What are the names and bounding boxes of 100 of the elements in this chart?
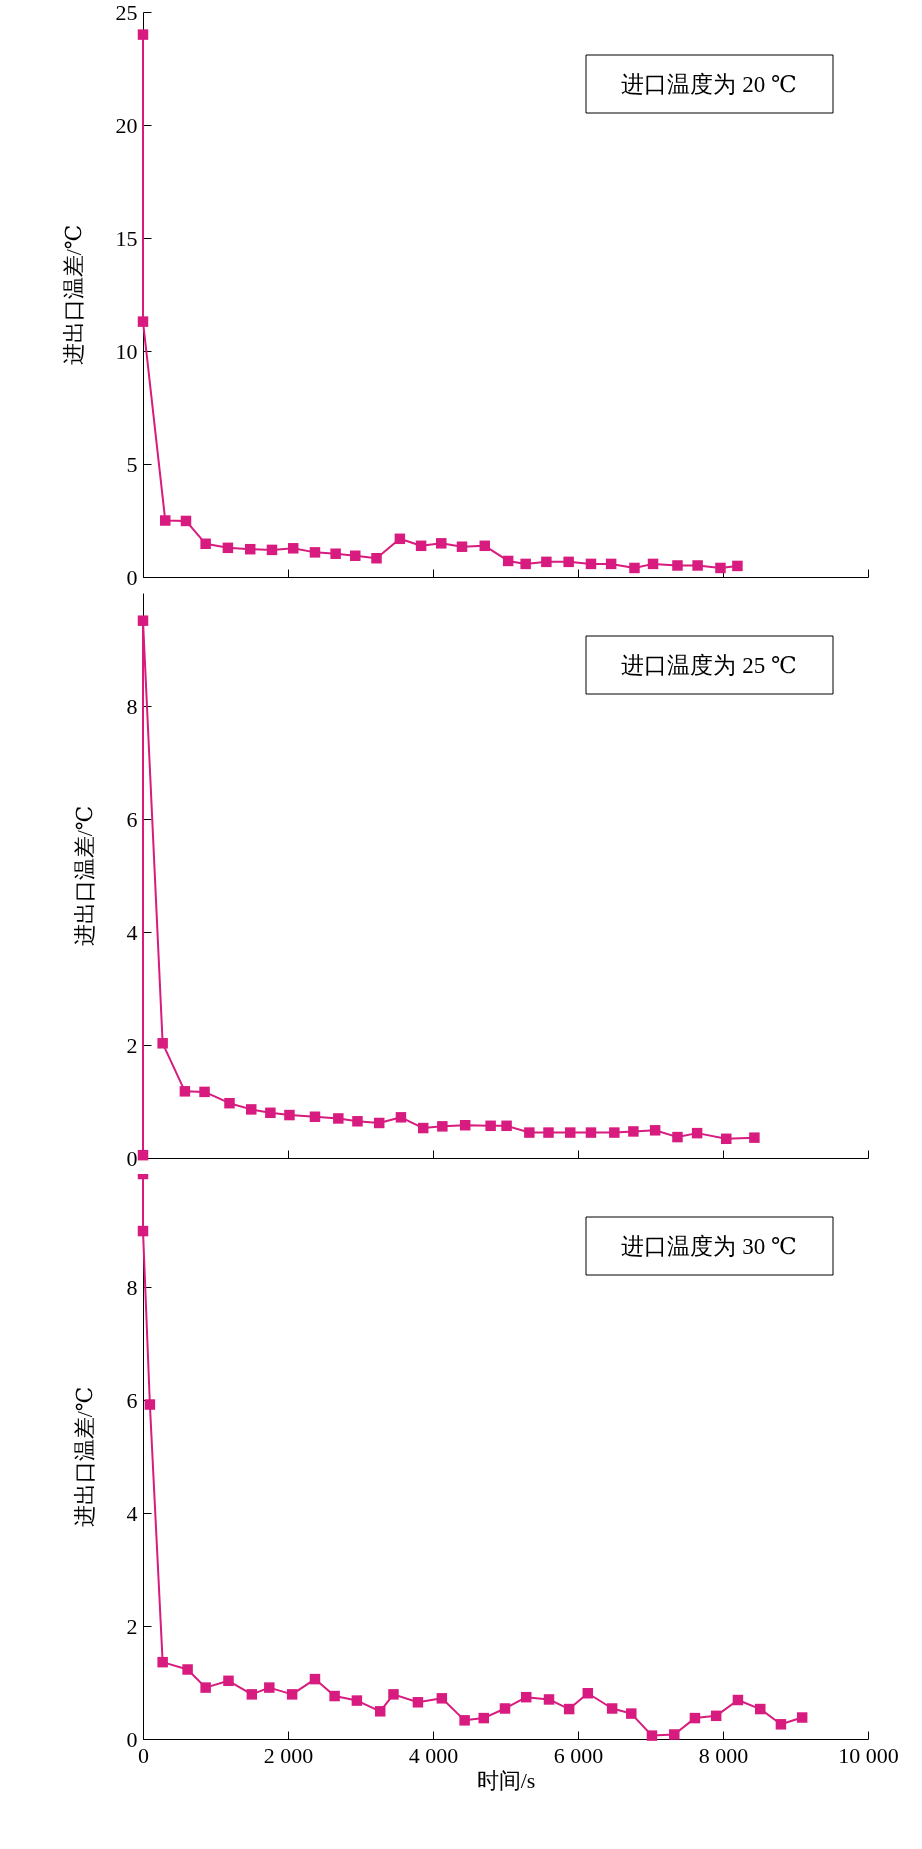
point bbox=[541, 556, 552, 568]
point bbox=[585, 558, 597, 570]
point bbox=[417, 1122, 429, 1134]
y-tick-label: 8 bbox=[126, 1274, 138, 1300]
y-tick-label: 4 bbox=[126, 919, 138, 945]
y-axis-title: 进出口温差/℃ bbox=[71, 1386, 97, 1528]
point bbox=[157, 1038, 168, 1049]
point bbox=[395, 1112, 407, 1123]
point bbox=[710, 1710, 722, 1722]
y-tick-label: 25 bbox=[115, 0, 138, 25]
point bbox=[646, 1730, 658, 1741]
point bbox=[479, 540, 491, 552]
annotation: 进口温度为 20 ℃ bbox=[621, 72, 797, 97]
point bbox=[649, 1125, 661, 1136]
point bbox=[157, 1656, 168, 1668]
point bbox=[199, 1086, 210, 1098]
x-tick-label: 6 000 bbox=[553, 1742, 604, 1768]
point bbox=[715, 562, 726, 574]
y-tick-label: 10 bbox=[115, 338, 138, 364]
point bbox=[672, 1131, 683, 1143]
point bbox=[329, 1690, 340, 1702]
point bbox=[520, 1691, 532, 1703]
point bbox=[520, 558, 531, 570]
x-tick-label: 10 000 bbox=[838, 1742, 899, 1768]
point bbox=[333, 1113, 344, 1124]
point bbox=[456, 541, 468, 552]
x-axis-title: 时间/s bbox=[476, 1767, 536, 1793]
point bbox=[246, 1689, 258, 1700]
point bbox=[605, 558, 617, 570]
point bbox=[224, 1097, 235, 1109]
point bbox=[350, 550, 361, 561]
point bbox=[264, 1682, 275, 1693]
point bbox=[582, 1687, 594, 1699]
point bbox=[137, 1225, 149, 1237]
y-tick-label: 2 bbox=[126, 1032, 138, 1058]
point bbox=[373, 1117, 385, 1129]
point bbox=[284, 1109, 295, 1121]
x-tick-label: 4 000 bbox=[408, 1742, 459, 1768]
point bbox=[415, 540, 427, 552]
point bbox=[459, 1119, 471, 1131]
point bbox=[585, 1127, 597, 1138]
point bbox=[309, 1673, 321, 1685]
point bbox=[330, 548, 341, 559]
point bbox=[543, 1694, 555, 1705]
point bbox=[501, 1120, 512, 1132]
point bbox=[351, 1695, 363, 1706]
point bbox=[565, 1127, 576, 1138]
y-tick-label: 6 bbox=[126, 806, 138, 832]
point bbox=[689, 1712, 701, 1724]
x-tick-label: 8 000 bbox=[698, 1742, 749, 1768]
point bbox=[749, 1132, 760, 1143]
point bbox=[222, 542, 234, 554]
point bbox=[388, 1689, 399, 1700]
point bbox=[352, 1116, 363, 1127]
point bbox=[223, 1675, 234, 1687]
y-tick-label: 6 bbox=[126, 1387, 138, 1413]
y-tick-label: 0 bbox=[126, 1726, 138, 1752]
point bbox=[374, 1706, 386, 1717]
point bbox=[266, 544, 278, 556]
y-tick-label: 5 bbox=[126, 451, 138, 477]
point bbox=[371, 553, 382, 564]
point bbox=[180, 515, 192, 527]
point bbox=[265, 1107, 276, 1119]
annotation: 进口温度为 25 ℃ bbox=[621, 653, 797, 678]
y-tick-label: 2 bbox=[126, 1613, 138, 1639]
point bbox=[137, 1149, 149, 1161]
point bbox=[732, 1694, 744, 1706]
point bbox=[796, 1712, 808, 1723]
point bbox=[629, 562, 640, 574]
point bbox=[563, 1703, 575, 1715]
point bbox=[436, 1693, 448, 1704]
point bbox=[563, 556, 574, 568]
y-tick-label: 20 bbox=[115, 112, 138, 138]
point bbox=[692, 560, 703, 571]
point bbox=[502, 555, 514, 567]
point bbox=[179, 1086, 191, 1097]
point bbox=[200, 538, 211, 550]
point bbox=[499, 1703, 511, 1714]
point bbox=[543, 1127, 554, 1138]
y-axis-title: 进出口温差/℃ bbox=[60, 224, 86, 366]
y-axis-title: 进出口温差/℃ bbox=[71, 805, 97, 947]
point bbox=[721, 1133, 732, 1145]
annotation: 进口温度为 30 ℃ bbox=[621, 1234, 797, 1259]
point bbox=[459, 1715, 470, 1726]
point bbox=[137, 29, 149, 40]
point bbox=[144, 1399, 156, 1410]
point bbox=[478, 1712, 489, 1724]
point bbox=[691, 1127, 703, 1139]
point bbox=[309, 1111, 321, 1122]
y-tick-label: 0 bbox=[126, 1145, 138, 1171]
point bbox=[309, 547, 321, 558]
point bbox=[137, 316, 149, 327]
point bbox=[672, 560, 683, 571]
point bbox=[286, 1689, 298, 1700]
point bbox=[606, 1703, 618, 1714]
point bbox=[412, 1697, 424, 1708]
point bbox=[182, 1664, 193, 1675]
point bbox=[436, 538, 447, 549]
point bbox=[160, 515, 171, 526]
point bbox=[244, 543, 256, 555]
